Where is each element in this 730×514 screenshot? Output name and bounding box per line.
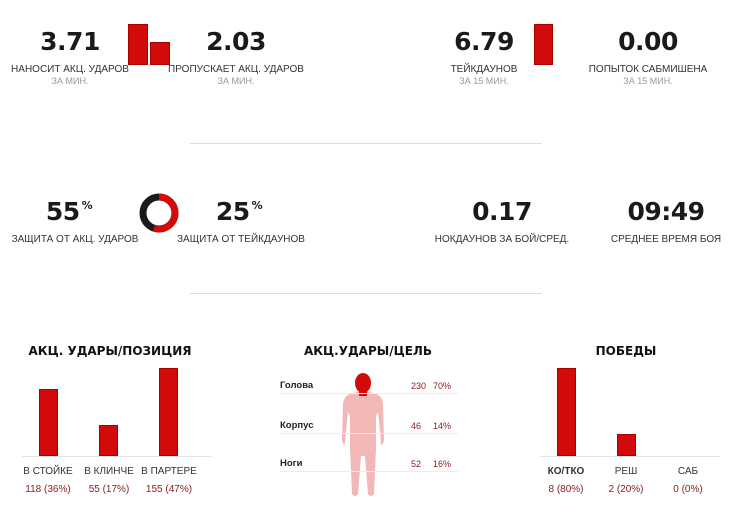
knockdowns-label: НОКДАУНОВ ЗА БОЙ/СРЕД. <box>434 234 570 245</box>
avg-fight-time-value: 09:49 <box>627 197 705 226</box>
position-label-standing: В СТОЙКЕ <box>23 466 73 477</box>
strikes-absorbed-sub: ЗА МИН. <box>217 76 255 86</box>
wins-label-ko: КО/ТКО <box>547 466 585 477</box>
defense-donut-chart <box>139 193 179 233</box>
target-line-head <box>280 393 458 394</box>
target-count-legs: 52 <box>411 459 422 469</box>
body-torso-legs <box>342 391 384 496</box>
position-bar-1 <box>99 425 118 456</box>
target-line-body <box>280 433 458 434</box>
submission-attempts-sub: ЗА 15 МИН. <box>623 76 673 86</box>
submission-attempts-label: ПОПЫТОК САБМИШЕНА <box>588 64 708 75</box>
position-value-clinch: 55 (17%) <box>88 484 130 495</box>
position-value-standing: 118 (36%) <box>25 484 71 495</box>
strikes-landed-bar <box>128 24 148 65</box>
target-label-head: Голова <box>280 380 314 391</box>
takedowns-value: 6.79 <box>454 27 514 56</box>
takedown-defense-unit: % <box>251 199 263 212</box>
strikes-landed-label: НАНОСИТ АКЦ. УДАРОВ <box>11 64 129 75</box>
position-title: АКЦ. УДАРЫ/ПОЗИЦИЯ <box>28 344 192 358</box>
body-silhouette <box>342 373 384 496</box>
donut-arc <box>139 193 179 233</box>
wins-value-ko: 8 (80%) <box>548 484 584 495</box>
takedown-defense-number: 25 <box>215 197 250 226</box>
target-count-head: 230 <box>411 381 427 391</box>
knockdowns-value: 0.17 <box>472 197 532 226</box>
takedown-defense-value: 25% <box>194 197 284 226</box>
divider-middle <box>190 293 542 294</box>
position-label-clinch: В КЛИНЧЕ <box>84 466 134 477</box>
target-title: АКЦ.УДАРЫ/ЦЕЛЬ <box>303 344 433 358</box>
striking-defense-unit: % <box>81 199 93 212</box>
position-bar-0 <box>39 389 58 456</box>
target-line-legs <box>280 471 458 472</box>
target-label-legs: Ноги <box>280 458 303 469</box>
position-label-ground: В ПАРТЕРЕ <box>141 466 197 477</box>
strikes-landed-sub: ЗА МИН. <box>51 76 89 86</box>
target-pct-legs: 16% <box>433 459 452 469</box>
wins-title: ПОБЕДЫ <box>595 344 657 358</box>
strikes-absorbed-value: 2.03 <box>206 27 266 56</box>
wins-bar-1 <box>617 434 636 456</box>
strikes-absorbed-bar <box>150 42 170 65</box>
wins-label-sub: САБ <box>677 466 699 477</box>
divider-top <box>190 143 542 144</box>
striking-defense-value: 55% <box>24 197 114 226</box>
position-bar-2 <box>159 368 178 456</box>
takedowns-bar <box>534 24 553 65</box>
body-head <box>355 373 371 393</box>
takedowns-sub: ЗА 15 МИН. <box>459 76 509 86</box>
takedowns-label: ТЕЙКДАУНОВ <box>450 64 518 75</box>
submission-attempts-value: 0.00 <box>618 27 678 56</box>
strikes-absorbed-label: ПРОПУСКАЕТ АКЦ. УДАРОВ <box>168 64 304 75</box>
striking-defense-label: ЗАЩИТА ОТ АКЦ. УДАРОВ <box>11 234 139 245</box>
striking-defense-number: 55 <box>45 197 80 226</box>
takedown-defense-label: ЗАЩИТА ОТ ТЕЙКДАУНОВ <box>177 234 305 245</box>
wins-value-sub: 0 (0%) <box>673 484 703 495</box>
avg-fight-time-label: СРЕДНЕЕ ВРЕМЯ БОЯ <box>610 234 722 245</box>
target-pct-body: 14% <box>433 421 452 431</box>
wins-value-dec: 2 (20%) <box>608 484 644 495</box>
position-baseline <box>22 456 212 457</box>
target-label-body: Корпус <box>280 420 314 431</box>
wins-label-dec: РЕШ <box>614 466 638 477</box>
position-value-ground: 155 (47%) <box>145 484 193 495</box>
strikes-landed-value: 3.71 <box>40 27 100 56</box>
target-pct-head: 70% <box>433 381 452 391</box>
wins-bar-0 <box>557 368 576 456</box>
wins-baseline <box>540 456 720 457</box>
target-count-body: 46 <box>411 421 422 431</box>
